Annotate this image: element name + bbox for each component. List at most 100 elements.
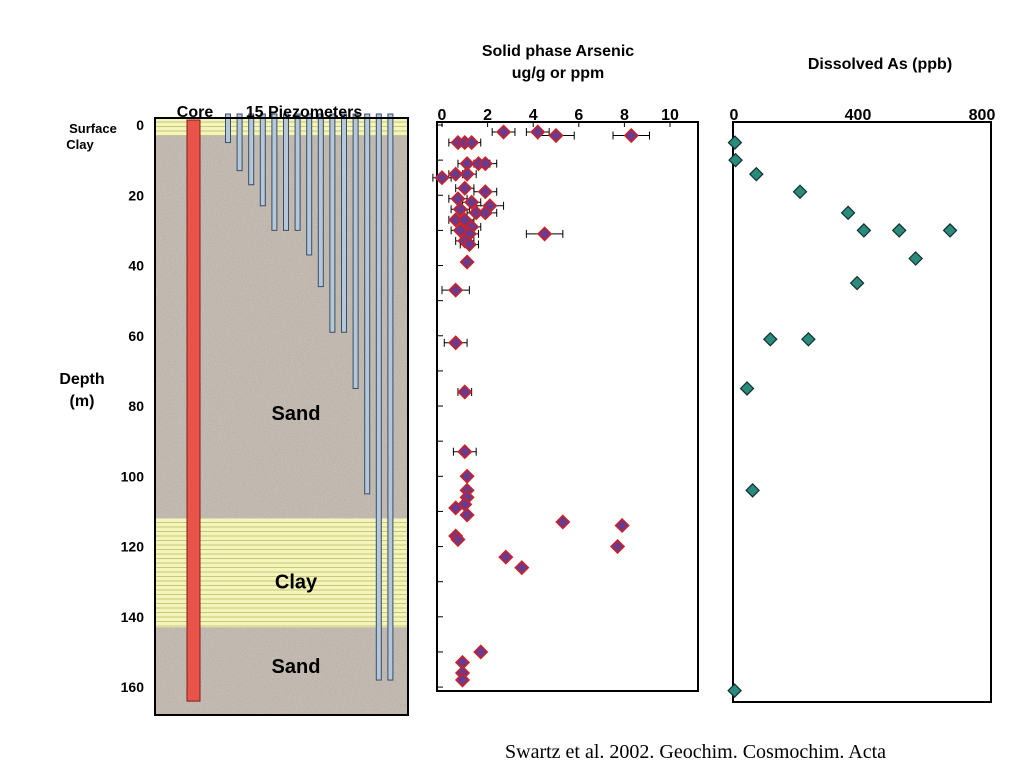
solid-arsenic-point (614, 517, 630, 534)
dissolved-arsenic-point (748, 166, 764, 182)
dissolved-arsenic-point (739, 381, 755, 396)
dissolved-arsenic-point (728, 152, 743, 168)
dissolved-arsenic-point (942, 223, 958, 238)
solid-arsenic-point (495, 124, 512, 140)
piezometer (341, 113, 347, 333)
dissolved-arsenic-point (762, 331, 778, 347)
depth-tick-label: 20 (128, 187, 144, 203)
dissolved-arsenic-panel: 0 400 800 Dissolved As (ppb) (727, 56, 996, 703)
piezometer (306, 113, 313, 256)
piezometer (294, 113, 301, 231)
dissolved-arsenic-point (727, 683, 742, 698)
solid-arsenic-point (537, 226, 553, 242)
dissolved-arsenic-x-tick-label: 400 (845, 107, 872, 124)
dissolved-arsenic-title: Dissolved As (ppb) (808, 56, 952, 73)
piezometer (375, 113, 382, 681)
solid-arsenic-point (457, 384, 473, 400)
solid-arsenic-point (514, 560, 530, 576)
piezometer (387, 113, 394, 681)
depth-tick-label: 40 (128, 258, 144, 274)
solid-arsenic-plot-frame (436, 121, 699, 692)
solid-arsenic-point (457, 444, 473, 460)
dissolved-arsenic-point (840, 205, 856, 221)
piezometer (352, 113, 359, 389)
sand-layer-label: Sand (272, 403, 321, 425)
solid-arsenic-point (530, 124, 546, 140)
solid-arsenic-points (434, 124, 639, 688)
depth-tick-label: 0 (136, 117, 144, 133)
solid-arsenic-point (434, 170, 450, 186)
solid-arsenic-point (555, 514, 571, 530)
dissolved-arsenic-x-tick-label: 800 (969, 107, 996, 124)
piezometer (283, 113, 289, 231)
depth-tick-label: 80 (128, 398, 144, 414)
solid-arsenic-point (477, 156, 493, 172)
piezometer (236, 113, 243, 172)
solid-arsenic-point (473, 644, 489, 660)
dissolved-arsenic-axes: 0 400 800 (730, 107, 996, 124)
solid-arsenic-axes: 0 2 4 6 8 10 (437, 107, 679, 688)
solid-arsenic-point (477, 184, 493, 200)
clay-layer-label: Clay (275, 572, 318, 594)
solid-arsenic-point (457, 180, 473, 196)
solid-arsenic-point (448, 335, 464, 351)
dissolved-arsenic-plot-frame (732, 121, 992, 703)
solid-arsenic-point (548, 127, 564, 144)
solid-arsenic-point (459, 507, 475, 523)
piezometer-group (225, 113, 394, 681)
solid-arsenic-x-tick-label: 8 (620, 107, 629, 124)
piezometer (248, 113, 255, 186)
depth-axis: 0 20 40 60 80 100 120 140 160 (121, 117, 145, 695)
core-label: Core (177, 104, 214, 121)
dissolved-arsenic-points (727, 135, 958, 698)
solid-arsenic-point (448, 500, 464, 516)
solid-arsenic-x-tick-label: 10 (661, 107, 679, 124)
solid-arsenic-point (464, 194, 480, 210)
solid-arsenic-point (459, 166, 475, 182)
dissolved-arsenic-point (856, 223, 872, 238)
depth-tick-label: 60 (128, 328, 144, 344)
solid-arsenic-point (459, 254, 475, 270)
piezometer (364, 113, 371, 495)
piezometer (259, 113, 266, 207)
solid-arsenic-x-tick-label: 2 (483, 107, 492, 124)
solid-arsenic-point (448, 282, 464, 298)
layer-labels: Sand Clay Sand (272, 403, 321, 678)
solid-arsenic-x-tick-label: 4 (529, 107, 538, 124)
piezometer (317, 113, 324, 288)
depth-tick-label: 140 (121, 609, 145, 625)
dissolved-arsenic-point (792, 184, 808, 200)
piezometer (329, 113, 336, 333)
dissolved-arsenic-point (727, 135, 743, 150)
piezometer (271, 113, 278, 231)
solid-arsenic-x-tick-label: 0 (438, 107, 447, 124)
dissolved-arsenic-point (891, 223, 907, 238)
solid-arsenic-point (452, 201, 468, 217)
dissolved-arsenic-point (908, 251, 924, 266)
sand-layer-label: Sand (272, 656, 321, 678)
depth-axis-label-line-2: (m) (70, 393, 95, 410)
solid-arsenic-point (477, 205, 493, 221)
solid-arsenic-panel: 0 2 4 6 8 10 Solid phase Arsenic ug/g or ppm (432, 43, 699, 692)
piezometers-label: 15 Piezometers (246, 104, 363, 121)
dissolved-arsenic-point (745, 483, 760, 498)
depth-tick-label: 160 (121, 679, 145, 695)
core-bar (186, 119, 201, 702)
citation: Swartz et al. 2002. Geochim. Cosmochim. … (505, 741, 886, 763)
solid-arsenic-x-tick-label: 6 (574, 107, 583, 124)
dissolved-arsenic-point (849, 275, 865, 291)
solid-arsenic-point (623, 127, 639, 144)
solid-arsenic-point (454, 672, 471, 688)
piezometer (225, 113, 231, 144)
depth-tick-label: 120 (121, 539, 145, 555)
solid-arsenic-point (448, 166, 464, 182)
solid-arsenic-point (464, 135, 480, 151)
solid-arsenic-point (461, 236, 477, 253)
dissolved-arsenic-point (801, 331, 816, 347)
solid-arsenic-title-line-1: Solid phase Arsenic (482, 43, 634, 60)
surface-label-line-1: Surface (69, 121, 117, 136)
solid-arsenic-point (498, 549, 514, 565)
depth-tick-label: 100 (121, 468, 145, 484)
